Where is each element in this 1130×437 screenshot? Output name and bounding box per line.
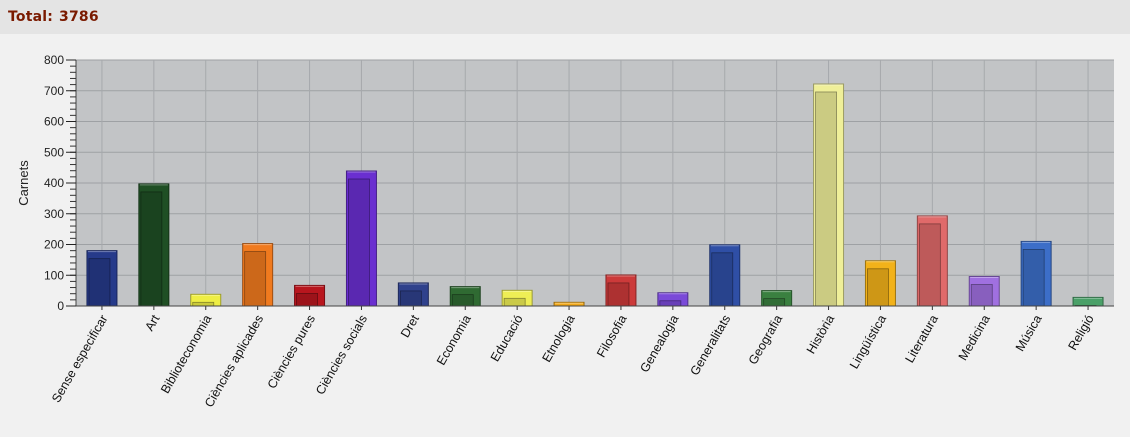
x-tick-label: Economia <box>434 312 474 367</box>
x-tick-label: Religió <box>1065 312 1096 352</box>
x-tick-label: Lingüística <box>847 312 889 371</box>
y-tick-label: 0 <box>57 299 64 313</box>
bar-inner <box>711 252 734 307</box>
x-tick-label: Sense especificar <box>49 313 110 405</box>
y-tick-label: 800 <box>44 53 64 67</box>
bar-inner <box>815 91 837 307</box>
y-tick-label: 700 <box>44 84 64 98</box>
x-tick-label: Literatura <box>902 312 941 365</box>
bar-inner <box>918 223 941 307</box>
x-tick-label: Ciències aplicades <box>202 313 266 410</box>
bar-inner <box>192 301 215 307</box>
x-tick-label: Filosofia <box>594 312 629 359</box>
bar-inner <box>503 297 526 307</box>
header-bar: Total: 3786 <box>0 0 1130 34</box>
bar-inner <box>244 251 267 307</box>
bar-inner <box>607 282 630 307</box>
bar-inner <box>296 292 318 307</box>
x-tick-label: Ciències socials <box>313 313 370 398</box>
x-tick-label: Generalitats <box>688 313 734 378</box>
x-tick-label: Biblioteconomia <box>158 312 214 395</box>
total-label: Total: <box>8 9 54 25</box>
bar-inner <box>659 300 682 307</box>
y-tick-label: 100 <box>44 268 64 282</box>
bar-inner <box>1022 249 1045 307</box>
y-tick-label: 500 <box>44 145 64 159</box>
x-tick-label: Dret <box>398 312 422 340</box>
total-value: 3786 <box>59 9 99 25</box>
x-tick-label: Ciències pures <box>265 313 318 392</box>
bar-inner <box>348 178 370 307</box>
x-tick-label: Medicina <box>956 312 993 362</box>
x-tick-label: Genealogia <box>637 312 681 374</box>
x-tick-label: Geografia <box>746 312 786 367</box>
bar-inner <box>763 298 786 307</box>
bar-inner <box>451 294 474 307</box>
bar-inner <box>399 290 422 307</box>
x-tick-label: Música <box>1013 312 1045 353</box>
total-count: Total: 3786 <box>8 9 105 25</box>
x-tick-label: Etnologia <box>539 312 577 364</box>
x-tick-label: Educació <box>488 312 526 364</box>
bar-inner <box>140 191 163 307</box>
y-tick-label: 200 <box>44 238 64 252</box>
x-tick-label: Art <box>142 312 162 333</box>
y-tick-label: 600 <box>44 115 64 129</box>
y-axis-title: Carnets <box>16 160 31 206</box>
bar-inner <box>970 284 993 307</box>
y-tick-label: 400 <box>44 176 64 190</box>
bar-inner <box>867 268 889 307</box>
y-tick-label: 300 <box>44 207 64 221</box>
bar-inner <box>88 258 111 307</box>
x-tick-label: Història <box>804 312 837 356</box>
